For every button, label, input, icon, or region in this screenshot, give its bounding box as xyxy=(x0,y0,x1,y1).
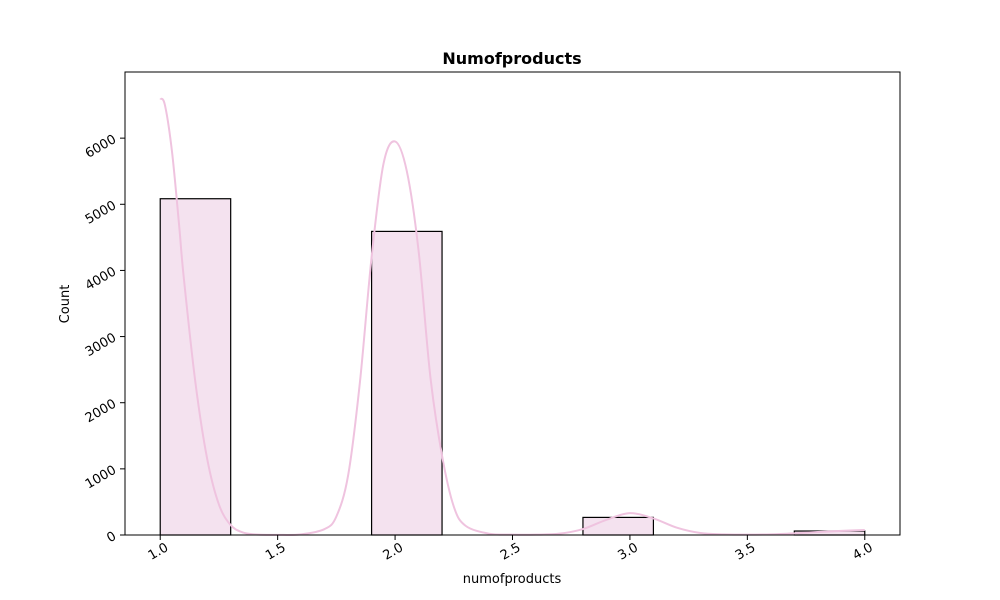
histogram-bar-3 xyxy=(582,516,655,536)
kde-layer xyxy=(159,97,865,536)
y-tick-label: 5000 xyxy=(83,198,119,228)
y-tick-label: 3000 xyxy=(83,331,119,361)
y-tick-label: 0 xyxy=(104,529,119,546)
x-tick-label: 2.5 xyxy=(498,540,523,563)
y-ticks: 0 1000 2000 3000 4000 5000 6000 xyxy=(83,132,125,546)
x-axis-label: numofproducts xyxy=(463,572,562,587)
y-tick-label: 1000 xyxy=(83,463,119,493)
x-tick-label: 4.0 xyxy=(850,540,875,563)
plot-frame xyxy=(124,71,901,536)
x-tick-label: 3.0 xyxy=(615,540,640,563)
y-tick-label: 6000 xyxy=(83,132,119,162)
chart-title: Numofproducts xyxy=(442,49,581,68)
x-tick-label: 1.5 xyxy=(263,540,288,563)
x-ticks: 1.0 1.5 2.0 2.5 3.0 3.5 4.0 xyxy=(146,535,876,564)
y-tick-label: 4000 xyxy=(83,264,119,294)
x-tick-label: 3.5 xyxy=(733,540,758,563)
histogram-bar-1 xyxy=(159,198,232,536)
kde-line xyxy=(159,97,865,536)
x-tick-label: 1.0 xyxy=(146,540,171,563)
bars-layer xyxy=(159,198,866,536)
y-tick-label: 2000 xyxy=(83,397,119,427)
y-axis-label: Count xyxy=(58,285,73,324)
x-tick-label: 2.0 xyxy=(381,540,406,563)
